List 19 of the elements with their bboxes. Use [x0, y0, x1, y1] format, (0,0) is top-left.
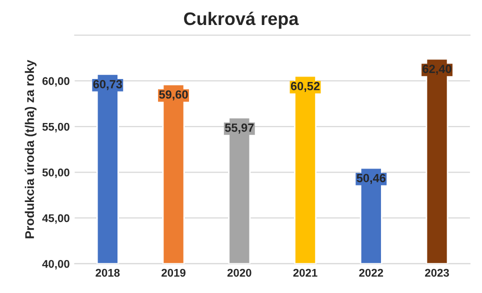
x-tick-label: 2020: [227, 268, 252, 277]
y-tick-label: 50,00: [42, 168, 70, 178]
x-tick-label: 2021: [293, 268, 318, 277]
data-label: 60,73: [93, 80, 122, 90]
y-tick-label: 60,00: [42, 77, 70, 87]
x-tick-label: 2019: [162, 268, 186, 277]
data-label: 59,60: [159, 90, 188, 100]
x-tick-label: 2023: [425, 268, 449, 277]
y-axis-title: Produkcia úroda (t/ha) za roky: [24, 60, 36, 238]
y-tick-label: 45,00: [42, 214, 70, 224]
y-tick-label: 55,00: [42, 122, 70, 132]
y-tick-label: 40,00: [42, 260, 70, 270]
x-tick-label: 2022: [359, 268, 384, 277]
data-label: 62,40: [422, 64, 452, 75]
x-tick-label: 2018: [96, 268, 120, 277]
data-label: 60,52: [290, 82, 320, 92]
data-label: 55,97: [224, 124, 254, 134]
chart-title: Cukrová repa: [184, 12, 299, 29]
data-label: 50,46: [356, 174, 386, 184]
